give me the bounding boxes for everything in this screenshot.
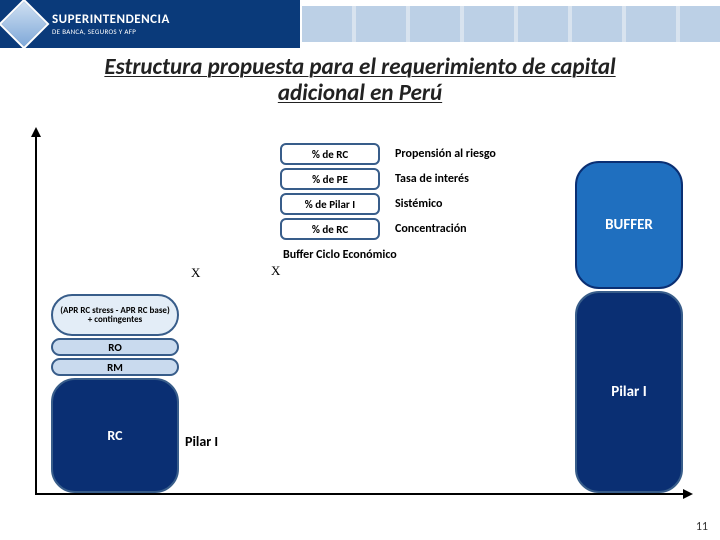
x-axis <box>35 493 685 495</box>
org-line1: SUPERINTENDENCIA <box>52 12 170 27</box>
multiply-icon: X <box>271 263 280 279</box>
chart-area: (APR RC stress - APR RC base) + continge… <box>35 135 700 505</box>
y-axis <box>35 135 37 495</box>
factor-boxes: % de RC % de PE % de Pilar I % de RC <box>280 143 380 243</box>
factor-label: Propensión al riesgo <box>395 143 565 165</box>
page-number: 11 <box>696 520 708 534</box>
factor-box: % de PE <box>280 168 380 190</box>
rc-box: RC <box>51 378 179 493</box>
pilar-box: Pilar I <box>575 291 683 493</box>
title-line1: Estructura propuesta para el requerimien… <box>104 53 615 81</box>
factor-label: Tasa de interés <box>395 168 565 190</box>
logo-diamond-icon <box>0 0 49 49</box>
left-column: (APR RC stress - APR RC base) + continge… <box>51 294 179 493</box>
factor-label: Sistémico <box>395 193 565 215</box>
right-column: BUFFER Pilar I <box>575 161 683 493</box>
title-line2: adicional en Perú <box>278 79 442 107</box>
factor-box: % de Pilar I <box>280 193 380 215</box>
org-line2: DE BANCA, SEGUROS Y AFP <box>52 27 170 36</box>
org-name: SUPERINTENDENCIA DE BANCA, SEGUROS Y AFP <box>52 12 170 36</box>
apr-box: (APR RC stress - APR RC base) + continge… <box>51 294 179 336</box>
left-column-label: Pilar I <box>185 433 218 450</box>
header-bar: SUPERINTENDENCIA DE BANCA, SEGUROS Y AFP <box>0 0 720 48</box>
rm-box: RM <box>51 358 179 376</box>
org-logo-block: SUPERINTENDENCIA DE BANCA, SEGUROS Y AFP <box>0 0 300 48</box>
buffer-box: BUFFER <box>575 161 683 289</box>
ro-box: RO <box>51 338 179 356</box>
factor-label: Concentración <box>395 218 565 240</box>
slide-title: Estructura propuesta para el requerimien… <box>0 48 720 107</box>
factor-labels: Propensión al riesgo Tasa de interés Sis… <box>395 143 565 243</box>
factor-box: % de RC <box>280 218 380 240</box>
header-photo-strip <box>300 6 720 42</box>
multiply-icon: X <box>191 265 200 281</box>
buffer-ciclo-label: Buffer Ciclo Económico <box>283 249 403 262</box>
factor-box: % de RC <box>280 143 380 165</box>
